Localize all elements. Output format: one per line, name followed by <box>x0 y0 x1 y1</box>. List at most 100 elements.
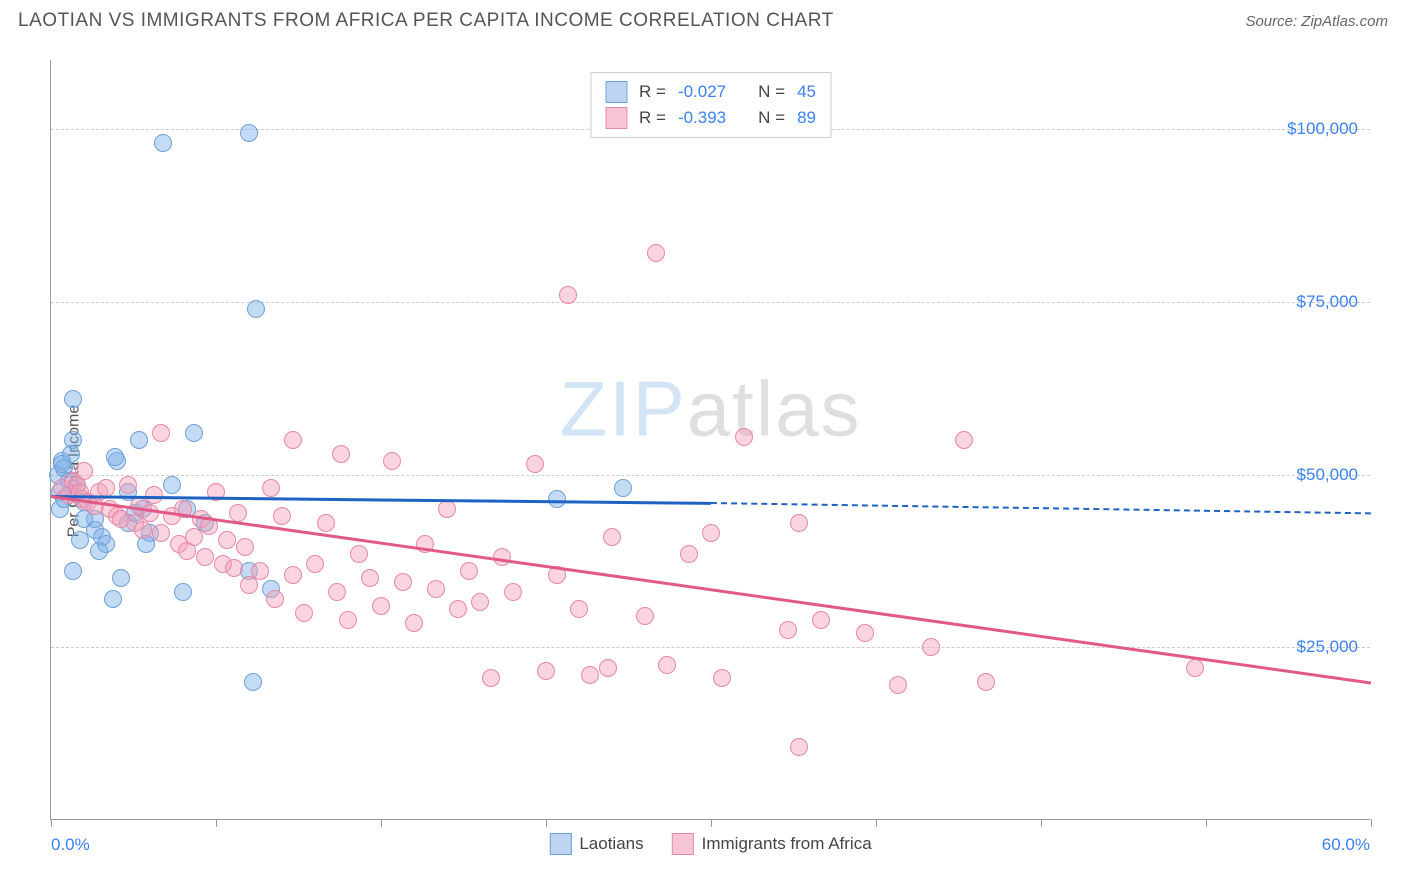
data-point <box>526 455 544 473</box>
n-label: N = <box>758 82 785 102</box>
data-point <box>504 583 522 601</box>
data-point <box>658 656 676 674</box>
data-point <box>394 573 412 591</box>
data-point <box>163 476 181 494</box>
gridline <box>51 647 1370 648</box>
data-point <box>284 566 302 584</box>
data-point <box>438 500 456 518</box>
data-point <box>636 607 654 625</box>
r-label: R = <box>639 108 666 128</box>
data-point <box>372 597 390 615</box>
legend-label: Immigrants from Africa <box>702 834 872 854</box>
legend-item: Laotians <box>549 833 643 855</box>
data-point <box>240 124 258 142</box>
data-point <box>229 504 247 522</box>
data-point <box>383 452 401 470</box>
r-value: -0.027 <box>678 82 726 102</box>
n-value: 45 <box>797 82 816 102</box>
watermark: ZIPatlas <box>559 364 861 455</box>
data-point <box>236 538 254 556</box>
plot-area: ZIPatlas $25,000$50,000$75,000$100,0000.… <box>50 60 1370 820</box>
data-point <box>273 507 291 525</box>
data-point <box>251 562 269 580</box>
data-point <box>713 669 731 687</box>
data-point <box>482 669 500 687</box>
data-point <box>812 611 830 629</box>
data-point <box>53 455 71 473</box>
data-point <box>332 445 350 463</box>
data-point <box>350 545 368 563</box>
data-point <box>581 666 599 684</box>
x-tick <box>1206 819 1207 827</box>
y-tick-label: $75,000 <box>1297 292 1358 312</box>
data-point <box>570 600 588 618</box>
y-tick-label: $50,000 <box>1297 465 1358 485</box>
data-point <box>548 490 566 508</box>
data-point <box>152 424 170 442</box>
data-point <box>735 428 753 446</box>
data-point <box>856 624 874 642</box>
data-point <box>680 545 698 563</box>
legend-swatch <box>605 107 627 129</box>
trend-line <box>711 502 1371 514</box>
data-point <box>119 476 137 494</box>
data-point <box>112 569 130 587</box>
data-point <box>537 662 555 680</box>
legend-label: Laotians <box>579 834 643 854</box>
data-point <box>889 676 907 694</box>
data-point <box>196 548 214 566</box>
data-point <box>306 555 324 573</box>
data-point <box>779 621 797 639</box>
data-point <box>185 528 203 546</box>
data-point <box>152 524 170 542</box>
data-point <box>977 673 995 691</box>
legend-swatch <box>549 833 571 855</box>
data-point <box>1186 659 1204 677</box>
data-point <box>64 562 82 580</box>
data-point <box>295 604 313 622</box>
stats-row: R = -0.027 N = 45 <box>605 79 816 105</box>
data-point <box>64 390 82 408</box>
data-point <box>106 448 124 466</box>
x-tick <box>711 819 712 827</box>
data-point <box>130 431 148 449</box>
x-tick <box>216 819 217 827</box>
data-point <box>614 479 632 497</box>
x-tick <box>546 819 547 827</box>
data-point <box>75 462 93 480</box>
x-tick <box>1041 819 1042 827</box>
data-point <box>427 580 445 598</box>
data-point <box>104 590 122 608</box>
data-point <box>599 659 617 677</box>
chart-container: Per Capita Income ZIPatlas $25,000$50,00… <box>0 50 1406 892</box>
legend-swatch <box>605 81 627 103</box>
data-point <box>244 673 262 691</box>
stats-legend: R = -0.027 N = 45 R = -0.393 N = 89 <box>590 72 831 138</box>
data-point <box>955 431 973 449</box>
data-point <box>218 531 236 549</box>
x-tick <box>381 819 382 827</box>
legend-swatch <box>672 833 694 855</box>
data-point <box>262 479 280 497</box>
data-point <box>64 431 82 449</box>
legend-item: Immigrants from Africa <box>672 833 872 855</box>
x-min-label: 0.0% <box>51 835 90 855</box>
data-point <box>361 569 379 587</box>
r-label: R = <box>639 82 666 102</box>
r-value: -0.393 <box>678 108 726 128</box>
data-point <box>284 431 302 449</box>
data-point <box>225 559 243 577</box>
data-point <box>185 424 203 442</box>
data-point <box>328 583 346 601</box>
data-point <box>90 542 108 560</box>
data-point <box>647 244 665 262</box>
series-legend: Laotians Immigrants from Africa <box>549 833 871 855</box>
data-point <box>134 521 152 539</box>
data-point <box>339 611 357 629</box>
y-tick-label: $100,000 <box>1287 119 1358 139</box>
data-point <box>317 514 335 532</box>
data-point <box>471 593 489 611</box>
n-label: N = <box>758 108 785 128</box>
n-value: 89 <box>797 108 816 128</box>
data-point <box>266 590 284 608</box>
